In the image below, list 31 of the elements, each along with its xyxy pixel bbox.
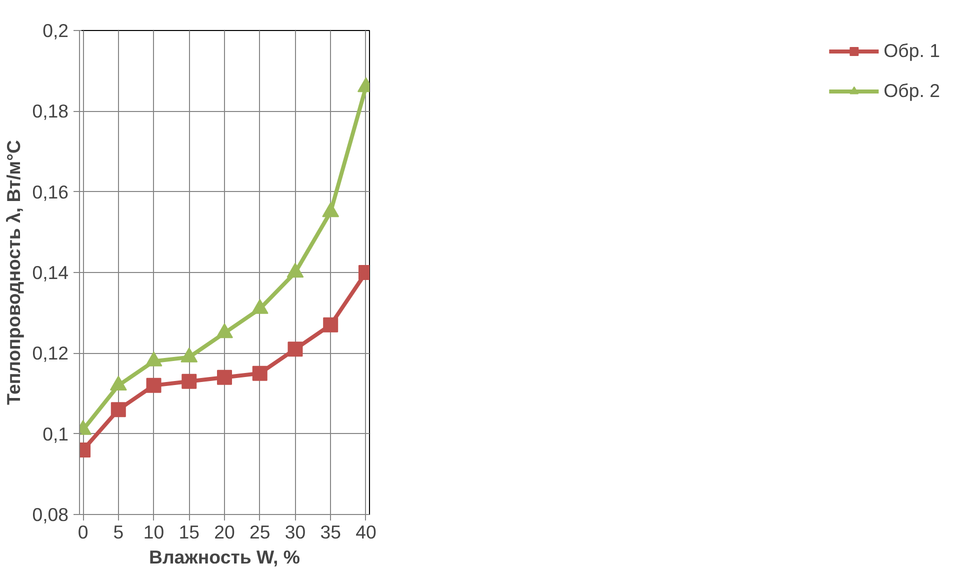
y-tick-label: 0,14 bbox=[32, 262, 68, 283]
point bbox=[252, 366, 268, 381]
legend-label: Обр. 2 bbox=[884, 80, 940, 102]
point bbox=[217, 370, 232, 385]
point bbox=[110, 402, 126, 418]
point bbox=[216, 323, 233, 338]
point bbox=[251, 299, 268, 314]
x-tick-label: 20 bbox=[214, 522, 235, 542]
x-tick-label: 40 bbox=[356, 522, 376, 542]
point bbox=[182, 374, 197, 389]
y-tick-label: 0,16 bbox=[32, 181, 68, 202]
x-tick-label: 25 bbox=[249, 522, 270, 542]
legend-label: Обр. 1 bbox=[884, 40, 940, 62]
point bbox=[146, 378, 162, 393]
y-tick-label: 0,08 bbox=[32, 504, 68, 525]
x-tick-label: 15 bbox=[178, 522, 200, 542]
x-tick-label: 35 bbox=[320, 522, 341, 542]
y-axis-title: Теплопроводность λ, Вт/м°С bbox=[3, 140, 24, 405]
y-tick-label: 0,12 bbox=[32, 342, 68, 364]
point bbox=[322, 202, 340, 218]
y-tick-label: 0,18 bbox=[32, 100, 68, 122]
x-tick-label: 5 bbox=[113, 522, 124, 542]
x-tick-label: 0 bbox=[78, 522, 88, 542]
point bbox=[288, 342, 303, 357]
point bbox=[286, 262, 304, 278]
x-tick-label: 30 bbox=[284, 522, 306, 542]
y-tick-label: 0,1 bbox=[42, 423, 69, 444]
x-axis-title: Влажность W, % bbox=[148, 546, 300, 568]
y-tick-label: 0,2 bbox=[42, 20, 69, 41]
point bbox=[323, 317, 338, 332]
x-tick-label: 10 bbox=[143, 522, 164, 542]
